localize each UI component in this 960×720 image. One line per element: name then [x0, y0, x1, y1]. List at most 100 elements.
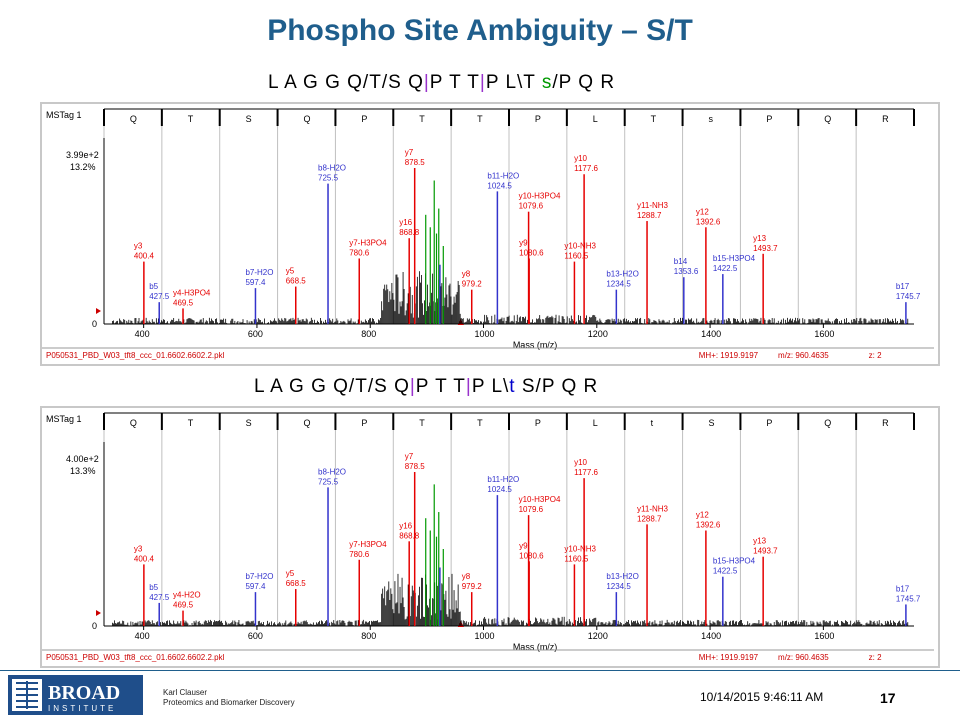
residue-label: T: [419, 418, 425, 428]
spectrum-file-name: P050531_PBD_W03_tft8_ccc_01.6602.6602.2.…: [46, 653, 225, 662]
sequence-char: P: [541, 376, 556, 397]
ion-mass-label: 1288.7: [637, 514, 662, 523]
y-pct-label: 13.3%: [70, 466, 96, 476]
sequence-char: /: [362, 72, 370, 93]
residue-label: S: [246, 418, 252, 428]
sequence-char: S: [374, 376, 388, 397]
ion-mass-label: 1079.6: [519, 202, 544, 211]
ion-mass-label: 1745.7: [896, 594, 921, 603]
sequence-char: T: [355, 376, 368, 397]
ion-mass-label: 780.6: [349, 248, 370, 257]
sequence-char: t: [509, 376, 516, 397]
sequence-char: /: [348, 376, 356, 397]
sequence-char: G: [311, 376, 327, 397]
sequence-char: P: [429, 72, 444, 93]
ion-label: b15-H3PO4: [713, 254, 756, 263]
sequence-char: L: [491, 376, 504, 397]
spectrum-charge: z: 2: [869, 653, 882, 662]
ion-label: y7-H3PO4: [349, 540, 387, 549]
sequence-char: \: [517, 72, 524, 93]
ion-label: y10: [574, 154, 587, 163]
ion-mass-label: 1493.7: [753, 547, 778, 556]
threshold-marker-icon: [96, 308, 101, 314]
ion-mass-label: 668.5: [286, 277, 307, 286]
ion-mass-label: 400.4: [134, 554, 155, 563]
sequence-char: A: [284, 72, 297, 93]
ion-label: b5: [149, 282, 158, 291]
sequence-char: P: [485, 72, 500, 93]
sequence-char: |: [479, 72, 486, 93]
broad-institute-logo: BROAD INSTITUTE: [8, 675, 143, 715]
ion-label: y10-H3PO4: [519, 192, 561, 201]
sequence-char: /: [367, 376, 375, 397]
ion-mass-label: 469.5: [173, 601, 194, 610]
residue-label: R: [882, 418, 889, 428]
sequence-char: L: [505, 72, 518, 93]
residue-label: Q: [304, 418, 311, 428]
x-tick-label: 400: [135, 329, 150, 339]
ion-mass-label: 1024.5: [487, 181, 512, 190]
ion-label: y9: [519, 541, 528, 550]
peptide-sequence-top: L A G G Q/T/S Q|P T T|P L\T s/P Q R: [268, 72, 615, 94]
sequence-char: P: [471, 376, 486, 397]
ion-mass-label: 1353.6: [674, 267, 699, 276]
ion-label: b8-H2O: [318, 467, 346, 476]
residue-label: L: [593, 418, 598, 428]
sequence-char: T: [523, 72, 536, 93]
residue-label: T: [188, 418, 194, 428]
ion-label: y4-H2O: [173, 591, 201, 600]
ion-mass-label: 1177.6: [574, 164, 598, 173]
ion-label: y5: [286, 267, 295, 276]
ion-mass-label: 979.2: [462, 582, 483, 591]
sequence-char: T: [435, 376, 448, 397]
ion-mass-label: 597.4: [245, 582, 266, 591]
ion-label: b7-H2O: [245, 572, 273, 581]
y-max-label: 4.00e+2: [66, 454, 99, 464]
residue-label: L: [593, 114, 598, 124]
sequence-char: Q: [408, 72, 424, 93]
slide-page-number: 17: [880, 690, 896, 706]
ion-label: y10-NH3: [564, 544, 596, 553]
ion-mass-label: 1392.6: [696, 217, 721, 226]
residue-label: Q: [304, 114, 311, 124]
footer-divider: [0, 670, 960, 671]
sequence-char: L: [254, 376, 265, 397]
peptide-sequence-bottom: L A G G Q/T/S Q|P T T|P L\t S/P Q R: [254, 376, 598, 398]
svg-text:BROAD: BROAD: [48, 682, 120, 704]
residue-label: P: [361, 418, 367, 428]
spectrum-mz: m/z: 960.4635: [778, 653, 829, 662]
x-tick-label: 1400: [701, 631, 721, 641]
x-tick-label: 1600: [814, 329, 834, 339]
sequence-char: S: [388, 72, 402, 93]
ion-mass-label: 1080.6: [519, 248, 544, 257]
ion-label: y11-NH3: [637, 504, 669, 513]
sequence-char: s: [541, 72, 553, 93]
ion-mass-label: 868.8: [399, 531, 420, 540]
residue-label: t: [651, 418, 654, 428]
spectrum-mh: MH+: 1919.9197: [699, 653, 759, 662]
sequence-char: P: [415, 376, 430, 397]
residue-label: S: [709, 418, 715, 428]
y-pct-label: 13.2%: [70, 162, 96, 172]
sequence-char: Q: [578, 72, 595, 93]
ion-label: y4-H3PO4: [173, 288, 211, 297]
ion-mass-label: 1234.5: [606, 280, 631, 289]
ion-label: y13: [753, 234, 766, 243]
ion-mass-label: 668.5: [286, 579, 307, 588]
sequence-char: |: [409, 376, 416, 397]
ion-label: y12: [696, 511, 709, 520]
spectrum-charge: z: 2: [869, 351, 882, 360]
x-tick-label: 800: [361, 631, 376, 641]
ion-mass-label: 427.5: [149, 292, 170, 301]
x-tick-label: 600: [248, 329, 263, 339]
slide-title: Phospho Site Ambiguity – S/T: [267, 14, 693, 47]
x-axis-title: Mass (m/z): [513, 340, 558, 350]
sequence-char: T: [449, 72, 462, 93]
spectrum-file-name: P050531_PBD_W03_tft8_ccc_01.6602.6602.2.…: [46, 351, 225, 360]
svg-text:INSTITUTE: INSTITUTE: [48, 704, 116, 713]
ion-mass-label: 469.5: [173, 298, 194, 307]
ion-mass-label: 725.5: [318, 477, 339, 486]
spectrum-mz: m/z: 960.4635: [778, 351, 829, 360]
